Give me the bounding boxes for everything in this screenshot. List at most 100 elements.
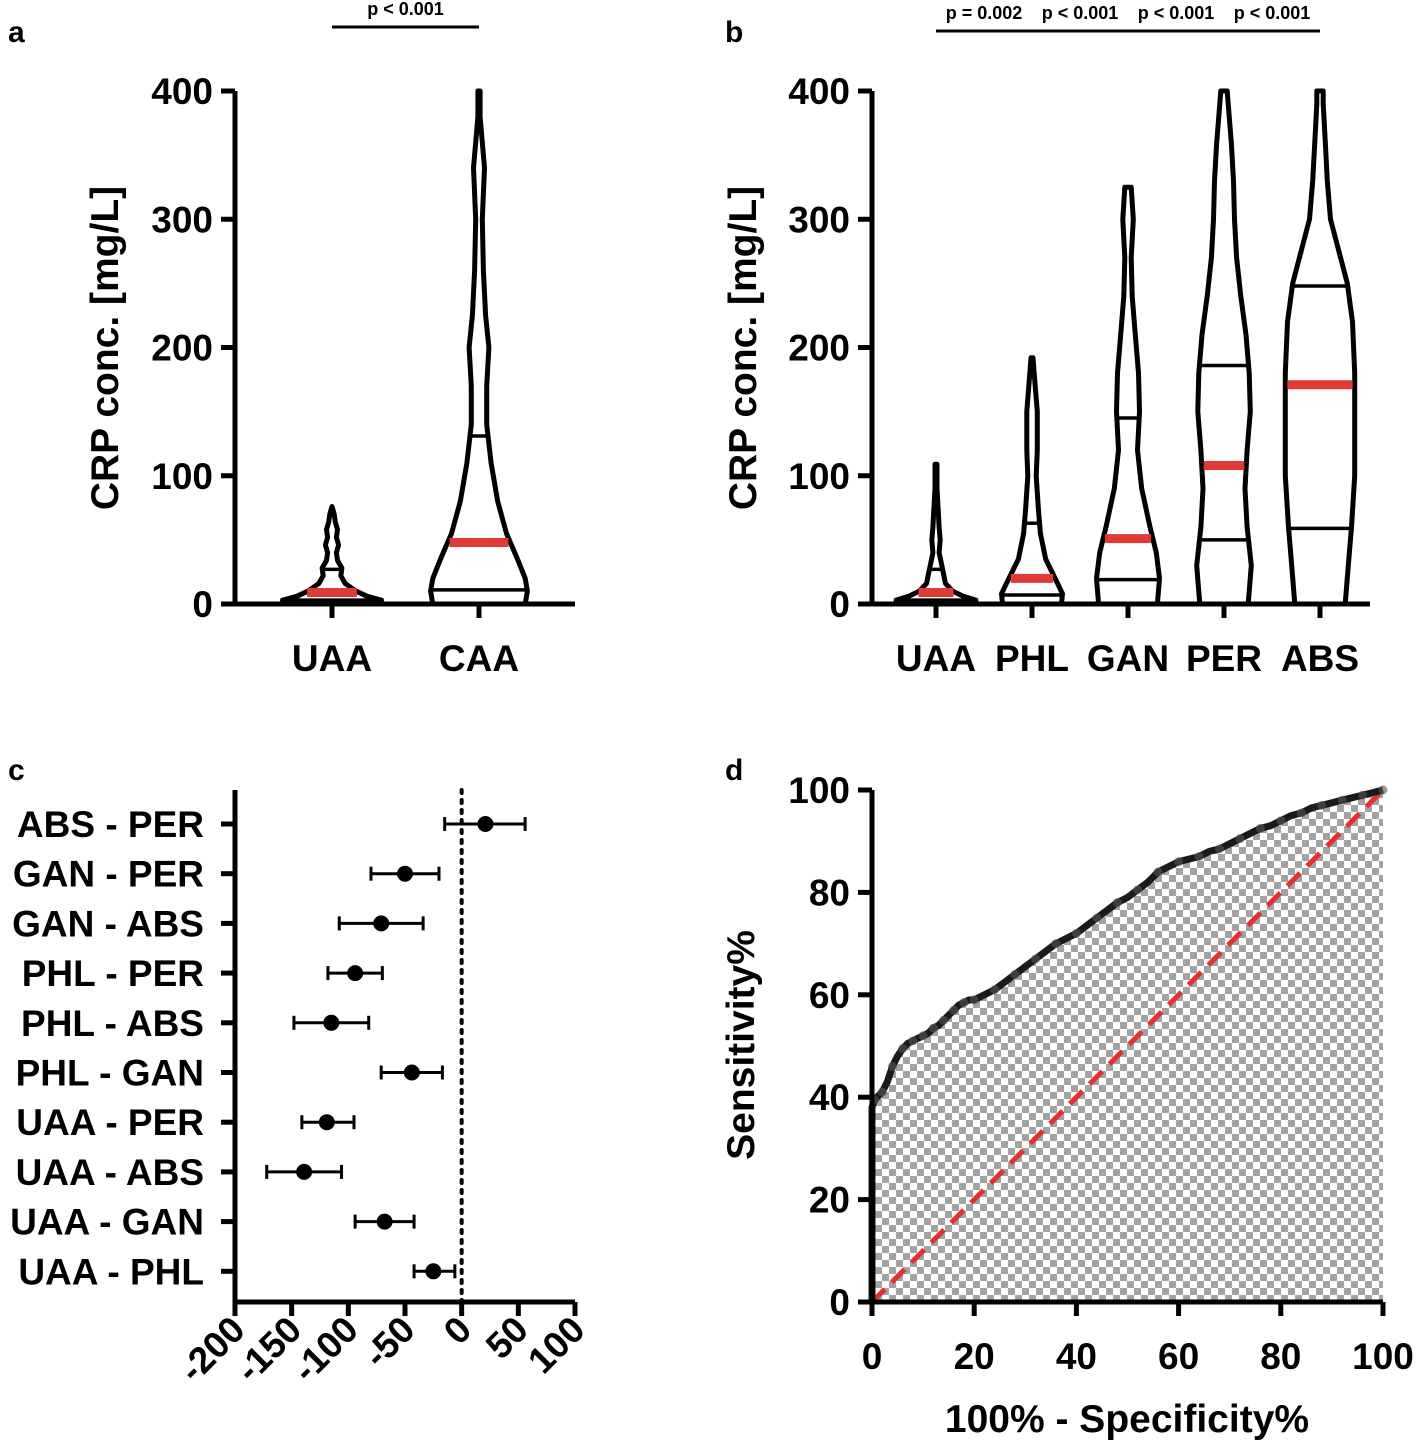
panel-d-roc-point [898,1044,908,1054]
panel-b-category-label: UAA [896,638,976,679]
panel-d-roc-point [1031,954,1041,964]
panel-a-y-tick-label: 300 [151,199,213,240]
panel-c-row-label: UAA - PHL [18,1251,204,1292]
panel-b-violin-chart: 0 100 200 300 400 UAA PHL GAN PER ABS p = 0.002 p <… [788,3,1370,679]
panel-d-x-axis-label: 100% - Specificity% [945,1398,1309,1441]
panel-b-category-label: PHL [995,638,1069,679]
panel-a-y-tick-label: 100 [151,456,213,497]
panel-d-roc-point [1092,913,1102,923]
panel-b-p-value: p = 0.002 [946,3,1023,23]
panel-c-row-label: PHL - PER [22,953,204,994]
panel-d-roc-point [1358,790,1368,800]
panel-c-estimate-point [425,1263,442,1280]
panel-c-row-label: GAN - PER [13,854,204,895]
panel-d-roc-point [877,1087,887,1097]
panel-d-roc-point [1174,857,1184,867]
panel-c-estimate-point [318,1114,335,1131]
panel-d-roc-point [1153,867,1163,877]
panel-label-c: c [8,754,25,787]
panel-c-estimate-point [397,865,413,882]
panel-d-y-tick-label: 100 [788,770,850,811]
panel-b-violin-gan [1094,184,1162,607]
panel-d-roc-point [1071,928,1081,938]
panel-d-roc-point [1133,885,1143,895]
panel-c-row-label: UAA - PER [16,1102,204,1143]
panel-b-p-value: p < 0.001 [1138,3,1215,23]
panel-d-roc-point [1337,795,1347,805]
panel-d-roc-point [887,1061,897,1071]
panel-d-x-tick-label: 60 [1158,1336,1199,1377]
panel-d-x-tick-label: 80 [1260,1336,1301,1377]
panel-label-a: a [8,16,25,49]
panel-b-violin-phl [999,355,1065,607]
panel-c-x-tick-label: -100 [285,1309,366,1390]
panel-d-x-tick-label: 100 [1352,1336,1414,1377]
panel-b-p-value: p < 0.001 [1042,3,1119,23]
panel-d-roc-point [1255,823,1265,833]
panel-b-y-tick-label: 300 [788,199,850,240]
panel-d-roc-point [1010,969,1020,979]
panel-d-roc-point [1112,898,1122,908]
panel-b-category-label: ABS [1281,638,1359,679]
panel-a-y-tick-label: 0 [192,584,213,625]
panel-a-p-value: p < 0.001 [367,0,444,19]
panel-d-y-tick-label: 80 [809,872,850,913]
panel-d-roc-point [990,985,1000,995]
panel-d-x-tick-label: 0 [862,1336,883,1377]
panel-d-roc-point [959,997,969,1007]
panel-c-row-label: PHL - ABS [21,1003,204,1044]
panel-c-estimate-point [347,965,364,982]
panel-d-roc-point [918,1031,928,1041]
panel-d-roc-point [1051,939,1061,949]
panel-d-x-tick-label: 40 [1056,1336,1097,1377]
panel-a-violin-uaa [280,504,384,607]
panel-d-roc-point [969,995,979,1005]
panel-b-y-axis-label: CRP conc. [mg/L] [722,186,765,510]
panel-c-estimate-point [477,816,494,832]
panel-b-category-label: GAN [1087,638,1169,679]
panel-d-reference-diagonal [870,788,1385,1304]
panel-d-x-tick-label: 20 [954,1336,995,1377]
panel-d-roc-point [949,1005,959,1015]
panel-c-row-label: UAA - ABS [16,1152,204,1193]
panel-d-roc-point [1276,816,1286,826]
panel-b-y-tick-label: 0 [829,584,850,625]
panel-a-violin-caa [428,88,530,607]
panel-d-y-tick-label: 20 [809,1180,850,1221]
panel-c-estimate-point [296,1163,313,1180]
panel-d-y-tick-label: 40 [809,1077,850,1118]
panel-d-roc-point [1378,785,1388,795]
panel-d-y-tick-label: 0 [829,1282,850,1323]
panel-b-violin-abs [1282,88,1358,607]
panel-b-y-tick-label: 100 [788,456,850,497]
panel-a-violin-chart: 0 100 200 300 400 UAA CAA p < 0.001 [151,0,575,679]
panel-a-y-axis-label: CRP conc. [mg/L] [84,186,127,510]
panel-d-roc-point [1296,808,1306,818]
panel-a-category-label: CAA [439,638,519,679]
panel-d-roc-point [1235,834,1245,844]
panel-d-roc-point [928,1023,938,1033]
panel-d-roc-point [908,1036,918,1046]
panel-c-estimate-point [373,915,390,932]
panel-d-y-axis-label: Sensitivity% [720,930,763,1160]
panel-b-y-tick-label: 400 [788,71,850,112]
panel-c-estimate-point [403,1064,420,1081]
panel-c-estimate-point [323,1014,340,1031]
panel-b-violin-uaa [893,461,979,607]
panel-c-row-label: GAN - ABS [12,903,204,944]
panel-label-b: b [725,16,743,49]
panel-b-y-tick-label: 200 [788,328,850,369]
panel-d-y-tick-label: 60 [809,975,850,1016]
panel-c-x-tick-label: -50 [356,1309,423,1376]
panel-c-row-label: PHL - GAN [16,1053,204,1094]
panel-a-y-tick-label: 400 [151,71,213,112]
panel-c-estimate-point [376,1213,393,1230]
panel-c-row-label: UAA - GAN [10,1202,204,1243]
panel-d-roc-point [1194,852,1204,862]
panel-b-category-label: PER [1186,638,1262,679]
panel-d-roc-point [1214,844,1224,854]
panel-d-roc-point [1317,800,1327,810]
panel-c-x-tick-label: 0 [436,1309,480,1353]
panel-b-p-value: p < 0.001 [1234,3,1311,23]
